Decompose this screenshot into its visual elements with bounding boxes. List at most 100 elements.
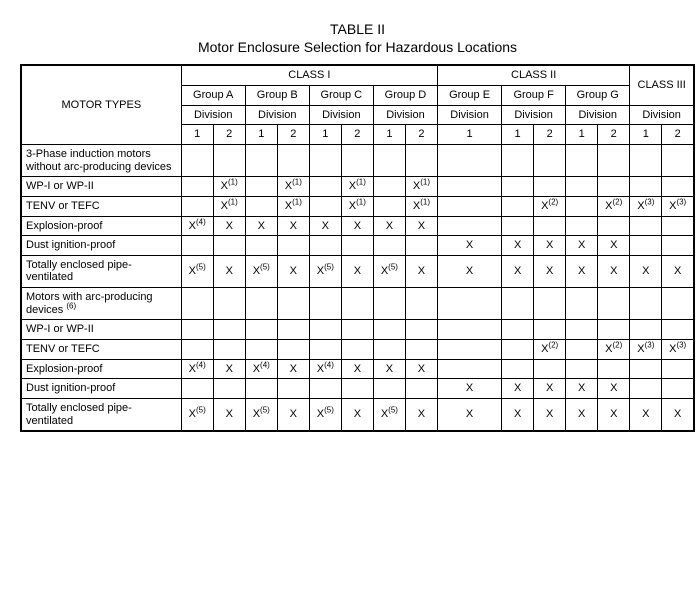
data-cell: X <box>213 216 245 236</box>
data-cell <box>534 288 566 320</box>
data-cell <box>181 177 213 197</box>
data-cell: X(5) <box>245 398 277 431</box>
data-cell: X <box>277 398 309 431</box>
data-cell <box>438 196 502 216</box>
row-label: TENV or TEFC <box>21 196 181 216</box>
data-cell: X <box>534 236 566 256</box>
data-cell <box>534 320 566 340</box>
data-cell <box>630 177 662 197</box>
data-cell: X <box>405 216 437 236</box>
data-cell <box>245 339 277 359</box>
data-cell <box>405 236 437 256</box>
data-cell: X <box>630 398 662 431</box>
header-division: Division <box>181 105 245 125</box>
data-cell: X <box>598 398 630 431</box>
data-cell: X <box>341 216 373 236</box>
data-cell <box>598 320 630 340</box>
data-cell <box>630 320 662 340</box>
header-d1: 1 <box>630 125 662 145</box>
data-cell <box>598 216 630 236</box>
data-cell <box>534 216 566 236</box>
header-class2: CLASS II <box>438 65 630 85</box>
data-cell: X <box>566 255 598 287</box>
data-cell <box>662 144 694 176</box>
data-cell <box>405 144 437 176</box>
data-cell <box>502 177 534 197</box>
data-cell <box>309 379 341 399</box>
data-cell <box>245 177 277 197</box>
data-cell <box>245 320 277 340</box>
table-row: WP-I or WP-IIX(1)X(1)X(1)X(1) <box>21 177 694 197</box>
data-cell <box>598 144 630 176</box>
data-cell: X(5) <box>181 398 213 431</box>
data-cell <box>309 320 341 340</box>
data-cell: X <box>309 216 341 236</box>
data-cell <box>438 177 502 197</box>
data-cell: X <box>662 398 694 431</box>
data-cell <box>566 339 598 359</box>
header-d1: 1 <box>438 125 502 145</box>
data-cell: X <box>566 236 598 256</box>
data-cell: X(4) <box>245 359 277 379</box>
data-cell <box>566 144 598 176</box>
data-cell <box>502 359 534 379</box>
data-cell <box>373 379 405 399</box>
data-cell: X(5) <box>181 255 213 287</box>
data-cell: X <box>502 255 534 287</box>
header-groupA: Group A <box>181 86 245 106</box>
header-motor-types: MOTOR TYPES <box>21 65 181 144</box>
data-cell <box>405 339 437 359</box>
table-row: TENV or TEFCX(2)X(2)X(3)X(3) <box>21 339 694 359</box>
data-cell: X <box>502 236 534 256</box>
data-cell: X(1) <box>341 177 373 197</box>
table-row: WP-I or WP-II <box>21 320 694 340</box>
data-cell <box>438 216 502 236</box>
data-cell: X <box>534 398 566 431</box>
row-label: WP-I or WP-II <box>21 177 181 197</box>
data-cell <box>373 320 405 340</box>
data-cell: X(1) <box>341 196 373 216</box>
data-cell: X <box>534 379 566 399</box>
data-cell <box>245 288 277 320</box>
row-label: WP-I or WP-II <box>21 320 181 340</box>
data-cell <box>277 236 309 256</box>
data-cell <box>309 177 341 197</box>
data-cell: X(5) <box>245 255 277 287</box>
data-cell <box>373 196 405 216</box>
data-cell: X(4) <box>181 359 213 379</box>
table-row: Explosion-proofX(4)XX(4)XX(4)XXX <box>21 359 694 379</box>
data-cell <box>662 236 694 256</box>
header-division: Division <box>630 105 694 125</box>
table-row: Explosion-proofX(4)XXXXXXX <box>21 216 694 236</box>
data-cell <box>181 144 213 176</box>
data-cell: X <box>277 255 309 287</box>
data-cell <box>566 216 598 236</box>
data-cell <box>181 320 213 340</box>
data-cell <box>277 339 309 359</box>
data-cell: X <box>662 255 694 287</box>
data-cell <box>438 359 502 379</box>
header-d2: 2 <box>662 125 694 145</box>
data-cell <box>630 144 662 176</box>
header-class1: CLASS I <box>181 65 437 85</box>
data-cell <box>630 359 662 379</box>
data-cell: X(1) <box>213 177 245 197</box>
row-label: Dust ignition-proof <box>21 379 181 399</box>
header-groupF: Group F <box>502 86 566 106</box>
data-cell: X(5) <box>373 255 405 287</box>
data-cell <box>502 216 534 236</box>
data-cell <box>245 144 277 176</box>
row-label: TENV or TEFC <box>21 339 181 359</box>
data-cell: X <box>566 398 598 431</box>
data-cell <box>662 379 694 399</box>
header-d2: 2 <box>405 125 437 145</box>
table-row: Totally enclosed pipe-ventilatedX(5)XX(5… <box>21 398 694 431</box>
data-cell <box>438 339 502 359</box>
data-cell <box>534 177 566 197</box>
data-cell <box>181 339 213 359</box>
data-cell: X(4) <box>181 216 213 236</box>
header-d1: 1 <box>373 125 405 145</box>
row-label: Explosion-proof <box>21 216 181 236</box>
data-cell <box>566 320 598 340</box>
selection-table: MOTOR TYPES CLASS I CLASS II CLASS III G… <box>20 64 695 432</box>
